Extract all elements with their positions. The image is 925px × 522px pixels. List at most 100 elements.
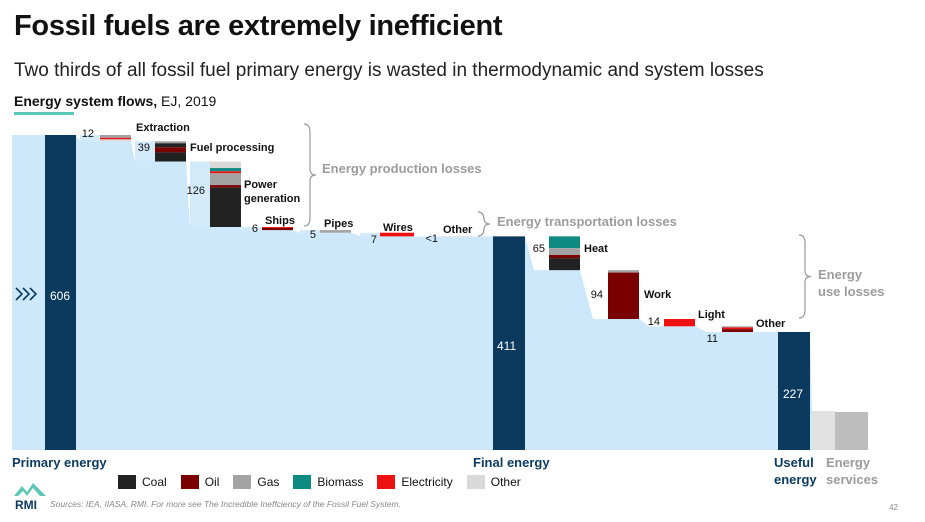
loss-name-other-10: Other	[756, 318, 786, 330]
loss-name-power-generation-2-line2: generation	[244, 193, 301, 205]
stage-name-energy-services-line2: services	[826, 472, 878, 487]
loss-value-other-10: 11	[707, 333, 718, 345]
stage-name-primary-energy: Primary energy	[12, 455, 107, 470]
legend-swatch-oil	[180, 475, 199, 489]
group-label-transportation-losses: Energy transportation losses	[497, 214, 677, 229]
legend-label-oil: Oil	[204, 475, 220, 489]
loss-bar-work-8	[608, 270, 639, 320]
page-title: Fossil fuels are extremely inefficient	[14, 10, 503, 42]
legend-swatch-other	[466, 475, 485, 489]
loss-bar-ships-3	[262, 227, 293, 231]
loss-bar-heat-7	[549, 236, 580, 271]
loss-name-heat-7: Heat	[584, 243, 608, 255]
loss-bar-ships-3-seg-electricity	[262, 227, 293, 228]
flow-wedge-pipes-4	[300, 230, 320, 233]
loss-bar-wires-5-seg-electricity	[380, 232, 414, 237]
legend-swatch-gas	[233, 475, 252, 489]
loss-name-light-9: Light	[698, 309, 725, 321]
legend-item-gas: Gas	[233, 475, 279, 489]
loss-bar-extraction-0-seg-other	[100, 139, 131, 142]
loss-bar-light-9-seg-electricity	[664, 319, 695, 327]
loss-bar-power-generation-2-seg-gas	[210, 173, 241, 186]
flow-wedge-ships-3	[242, 227, 262, 231]
stage-value-useful-energy: 227	[783, 387, 803, 401]
loss-value-work-8: 94	[591, 289, 603, 301]
legend-item-coal: Coal	[118, 475, 167, 489]
stage-value-primary-energy: 606	[50, 289, 70, 303]
loss-bar-work-8-seg-oil	[608, 272, 639, 320]
legend-swatch-electricity	[377, 475, 396, 489]
loss-bar-work-8-seg-gas	[608, 270, 639, 273]
section-heading-bold: Energy system flows,	[14, 93, 158, 109]
loss-bar-pipes-4	[320, 230, 351, 233]
loss-bar-ships-3-seg-oil	[262, 227, 293, 231]
brace-transportation-losses	[477, 211, 491, 237]
legend-label-coal: Coal	[142, 475, 167, 489]
bar-primary-energy	[45, 135, 76, 450]
loss-bar-fuel-processing-1-seg-coal	[155, 143, 186, 148]
primary-inflow	[12, 135, 46, 450]
bar-final-energy	[493, 236, 525, 450]
loss-bar-other-10	[722, 326, 753, 333]
legend-swatch-coal	[118, 475, 136, 489]
stage-name-useful-energy-line2: energy	[774, 472, 817, 487]
group-label-use-losses-line2: use losses	[818, 284, 885, 299]
loss-bar-power-generation-2-seg-biomass	[210, 168, 241, 172]
rmi-logo: RMI	[14, 483, 46, 511]
flow-chevron-icon	[15, 287, 38, 301]
loss-value-heat-7: 65	[533, 243, 545, 255]
loss-bar-power-generation-2	[210, 161, 241, 228]
loss-bar-fuel-processing-1-seg-oil	[155, 147, 186, 153]
bar-layer	[45, 135, 868, 450]
label-layer: 12 Extraction 39 Fuel processing 126 Power gen…	[12, 122, 885, 487]
loss-bar-extraction-0-seg-electricity	[100, 137, 131, 140]
loss-bar-heat-7-seg-gas	[549, 248, 580, 255]
loss-value-power-generation-2: 126	[187, 185, 205, 197]
flow-layer	[12, 135, 812, 450]
loss-bar-extraction-0	[100, 135, 131, 142]
loss-bar-wires-5	[380, 232, 414, 237]
flow-useful-to-services	[810, 332, 812, 450]
loss-bar-fuel-processing-1	[155, 141, 186, 162]
legend-label-biomass: Biomass	[317, 475, 364, 489]
legend-label-other: Other	[490, 475, 521, 489]
loss-bar-pipes-4-seg-gas	[320, 230, 351, 233]
loss-value-wires-5: 7	[371, 234, 377, 246]
bar-energy-services	[835, 412, 868, 450]
group-label-use-losses-line1: Energy	[818, 267, 863, 282]
loss-value-other-6: <1	[425, 233, 438, 245]
legend-label-electricity: Electricity	[401, 475, 453, 489]
loss-value-ships-3: 6	[252, 223, 258, 235]
flow-wedge-fuel-processing-1	[135, 141, 155, 162]
stage-name-energy-services-line1: Energy	[826, 455, 871, 470]
loss-value-light-9: 14	[648, 316, 660, 328]
loss-bar-other-6	[441, 236, 472, 237]
logo-text: RMI	[15, 498, 37, 511]
flow-primary-to-final	[76, 135, 493, 450]
section-heading-unit: EJ, 2019	[157, 93, 217, 109]
loss-bar-heat-7-seg-oil	[549, 254, 580, 259]
brace-production-losses	[303, 123, 317, 227]
loss-bar-other-10-seg-oil	[722, 329, 753, 333]
loss-bar-power-generation-2-seg-coal	[210, 187, 241, 228]
bar-useful-energy	[778, 332, 810, 450]
loss-name-pipes-4: Pipes	[324, 218, 353, 230]
loss-bar-other-10-seg-gas	[722, 326, 753, 328]
group-label-production-losses: Energy production losses	[322, 161, 482, 176]
loss-bar-power-generation-2-seg-other	[210, 161, 241, 169]
loss-bar-heat-7-seg-biomass	[549, 236, 580, 249]
loss-name-fuel-processing-1: Fuel processing	[190, 142, 274, 154]
page-subtitle: Two thirds of all fossil fuel primary en…	[14, 60, 764, 81]
loss-bar-power-generation-2-seg-oil	[210, 185, 241, 188]
stage-name-final-energy: Final energy	[473, 455, 550, 470]
loss-name-power-generation-2-line1: Power	[244, 179, 278, 191]
loss-name-wires-5: Wires	[383, 222, 413, 234]
flow-wedge-wires-5	[360, 232, 380, 237]
stage-name-useful-energy-line1: Useful	[774, 455, 814, 470]
section-underline	[14, 112, 74, 115]
logo-mountain-icon	[14, 483, 46, 496]
legend-label-gas: Gas	[257, 475, 280, 489]
loss-value-pipes-4: 5	[310, 229, 316, 241]
loss-name-work-8: Work	[644, 289, 672, 301]
